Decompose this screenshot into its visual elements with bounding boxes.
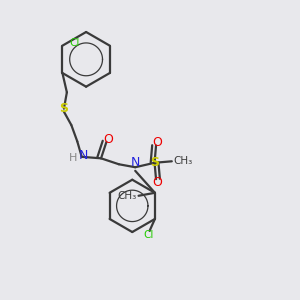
Text: CH₃: CH₃ bbox=[118, 191, 137, 201]
Text: Cl: Cl bbox=[143, 230, 153, 240]
Text: CH₃: CH₃ bbox=[173, 156, 193, 166]
Text: S: S bbox=[150, 156, 159, 169]
Text: O: O bbox=[153, 176, 163, 189]
Text: H: H bbox=[69, 153, 77, 163]
Text: O: O bbox=[153, 136, 163, 149]
Text: S: S bbox=[59, 102, 68, 115]
Text: N: N bbox=[130, 156, 140, 169]
Text: N: N bbox=[79, 149, 88, 162]
Text: O: O bbox=[103, 133, 113, 146]
Text: Cl: Cl bbox=[70, 38, 80, 48]
